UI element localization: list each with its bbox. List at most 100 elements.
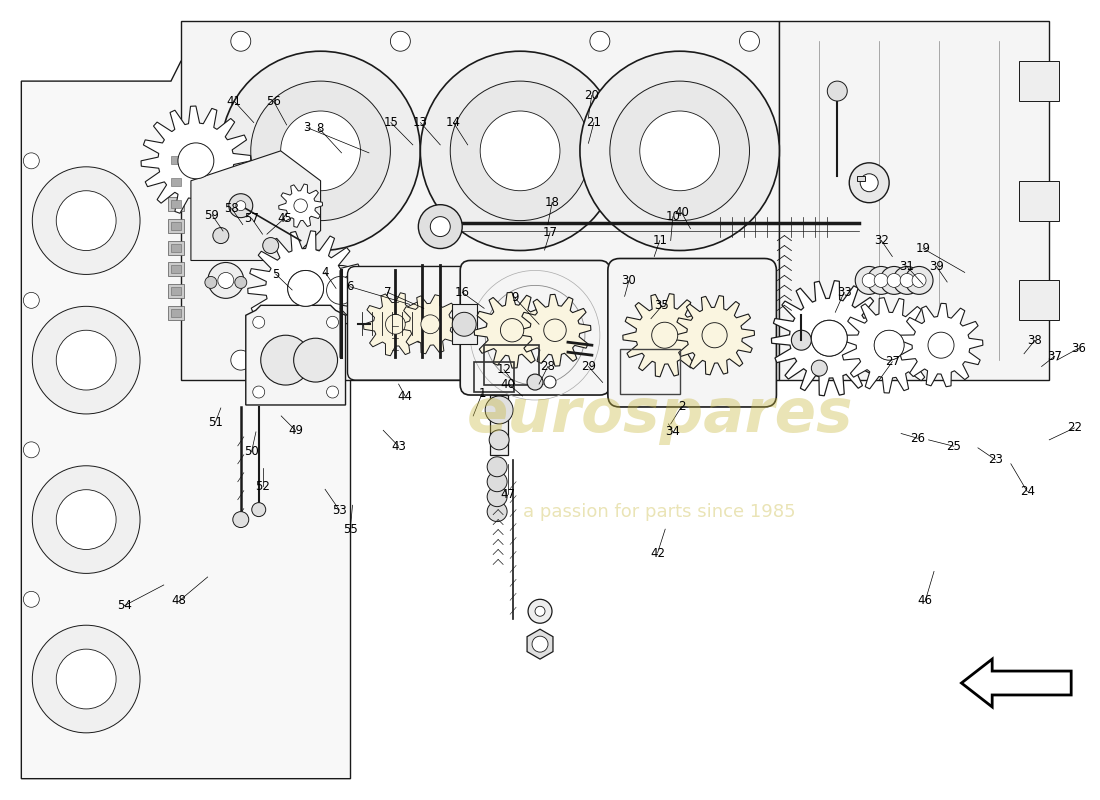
Text: 47: 47 <box>500 487 516 501</box>
Circle shape <box>229 194 253 218</box>
Polygon shape <box>674 296 755 375</box>
Text: 41: 41 <box>227 94 242 107</box>
Text: 9: 9 <box>512 291 518 305</box>
Circle shape <box>532 636 548 652</box>
Bar <box>168 218 184 233</box>
Text: 38: 38 <box>1027 334 1043 346</box>
Bar <box>474 362 514 392</box>
Circle shape <box>327 316 339 328</box>
Circle shape <box>316 266 365 315</box>
Circle shape <box>912 274 926 287</box>
Circle shape <box>234 277 246 288</box>
Circle shape <box>56 190 117 250</box>
Text: 52: 52 <box>255 479 270 493</box>
Polygon shape <box>961 659 1071 707</box>
Text: 49: 49 <box>288 424 302 437</box>
Circle shape <box>849 163 889 202</box>
Text: 36: 36 <box>1071 342 1087 354</box>
Text: 33: 33 <box>837 286 851 299</box>
Circle shape <box>905 266 933 294</box>
Circle shape <box>213 228 229 243</box>
Bar <box>168 197 184 210</box>
Text: 20: 20 <box>584 89 600 102</box>
Polygon shape <box>771 281 887 396</box>
Circle shape <box>812 320 847 356</box>
Text: 28: 28 <box>540 360 556 373</box>
Circle shape <box>56 649 117 709</box>
Polygon shape <box>355 275 460 370</box>
Circle shape <box>490 430 509 450</box>
Circle shape <box>874 330 904 360</box>
Circle shape <box>288 270 323 306</box>
Circle shape <box>528 599 552 623</box>
Bar <box>170 310 180 318</box>
Circle shape <box>231 350 251 370</box>
Circle shape <box>739 350 759 370</box>
Circle shape <box>702 322 727 348</box>
Bar <box>1019 61 1058 101</box>
Circle shape <box>887 274 901 287</box>
Text: 11: 11 <box>652 234 668 247</box>
Text: 19: 19 <box>915 242 931 255</box>
Circle shape <box>343 270 387 314</box>
Circle shape <box>535 606 544 616</box>
Circle shape <box>430 217 450 237</box>
Circle shape <box>812 360 827 376</box>
Circle shape <box>452 312 476 336</box>
Circle shape <box>590 31 609 51</box>
Polygon shape <box>363 293 427 356</box>
Circle shape <box>221 51 420 250</box>
Polygon shape <box>245 306 345 405</box>
Polygon shape <box>400 294 460 354</box>
Text: 24: 24 <box>1020 485 1035 498</box>
Circle shape <box>235 201 245 210</box>
Circle shape <box>353 281 377 304</box>
Text: 44: 44 <box>398 390 412 402</box>
Bar <box>170 266 180 274</box>
Circle shape <box>855 266 883 294</box>
Bar <box>170 200 180 208</box>
Text: 31: 31 <box>899 259 914 273</box>
Polygon shape <box>900 303 983 386</box>
Text: 2: 2 <box>678 400 685 413</box>
Circle shape <box>900 274 914 287</box>
Circle shape <box>791 330 812 350</box>
Circle shape <box>487 486 507 506</box>
Circle shape <box>487 502 507 522</box>
Text: 10: 10 <box>666 210 680 223</box>
Text: 30: 30 <box>621 274 637 287</box>
Polygon shape <box>278 184 322 227</box>
Text: 14: 14 <box>446 116 461 129</box>
Text: 54: 54 <box>117 599 132 612</box>
Text: 25: 25 <box>946 440 961 453</box>
Circle shape <box>812 320 847 356</box>
Circle shape <box>32 167 140 274</box>
Text: 45: 45 <box>277 212 292 225</box>
Text: 35: 35 <box>654 299 669 313</box>
Bar <box>484 345 539 385</box>
Text: eurospares: eurospares <box>466 386 852 446</box>
Circle shape <box>288 270 323 306</box>
Text: 7: 7 <box>384 286 392 299</box>
Text: 42: 42 <box>650 546 666 559</box>
Text: 59: 59 <box>205 209 220 222</box>
Circle shape <box>527 374 543 390</box>
Circle shape <box>867 266 895 294</box>
FancyBboxPatch shape <box>348 266 469 380</box>
Text: 55: 55 <box>343 522 358 536</box>
Text: 34: 34 <box>666 426 680 438</box>
Circle shape <box>261 335 310 385</box>
Circle shape <box>208 262 244 298</box>
Text: 37: 37 <box>1047 350 1063 362</box>
Circle shape <box>253 386 265 398</box>
Circle shape <box>56 490 117 550</box>
Circle shape <box>590 350 609 370</box>
Circle shape <box>739 31 759 51</box>
Circle shape <box>23 442 40 458</box>
Text: 22: 22 <box>1067 422 1082 434</box>
Circle shape <box>220 277 232 288</box>
Bar <box>1019 281 1058 320</box>
Polygon shape <box>623 294 706 377</box>
Circle shape <box>487 472 507 492</box>
Bar <box>170 222 180 230</box>
